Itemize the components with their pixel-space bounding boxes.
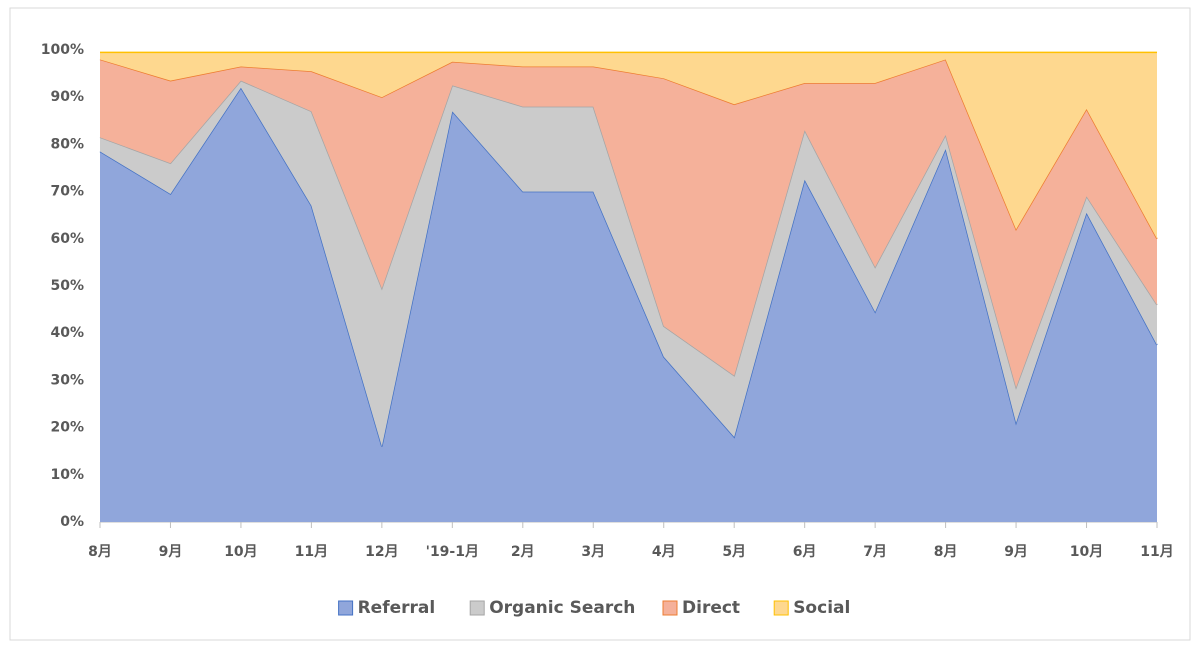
y-tick-label: 90% — [50, 89, 84, 105]
y-tick-label: 60% — [50, 231, 84, 247]
legend-label: Direct — [682, 598, 740, 618]
x-tick-label: 5月 — [722, 544, 746, 560]
legend-swatch — [773, 600, 789, 616]
area — [100, 59, 1157, 388]
x-tick-label: 9月 — [159, 544, 183, 560]
y-tick-label: 70% — [50, 184, 84, 200]
legend-swatch — [469, 600, 485, 616]
y-tick-label: 30% — [50, 372, 84, 388]
x-tick-label: 12月 — [365, 544, 398, 560]
legend-label: Referral — [358, 598, 436, 618]
x-tick-label: 10月 — [1070, 544, 1103, 560]
legend-swatch — [662, 600, 678, 616]
y-tick-label: 0% — [60, 514, 84, 530]
x-tick-label: '19-1月 — [426, 544, 479, 560]
x-tick-label: 11月 — [1140, 544, 1173, 560]
x-tick-label: 8月 — [934, 544, 958, 560]
legend-label: Organic Search — [489, 598, 635, 618]
x-tick-label: 2月 — [511, 544, 535, 560]
x-tick-label: 11月 — [295, 544, 328, 560]
x-tick-label: 6月 — [793, 544, 817, 560]
y-tick-label: 40% — [50, 325, 84, 341]
area — [100, 52, 1157, 239]
y-tick-label: 20% — [50, 420, 84, 436]
legend-label: Social — [793, 598, 850, 618]
x-tick-label: 10月 — [224, 544, 257, 560]
x-tick-label: 4月 — [652, 544, 676, 560]
x-tick-label: 7月 — [863, 544, 887, 560]
x-tick-label: 8月 — [88, 544, 112, 560]
y-tick-label: 100% — [41, 42, 84, 58]
y-tick-label: 50% — [50, 278, 84, 294]
y-tick-label: 10% — [50, 467, 84, 483]
area — [100, 80, 1157, 447]
x-tick-label: 3月 — [581, 544, 605, 560]
x-tick-label: 9月 — [1004, 544, 1028, 560]
area — [100, 87, 1157, 522]
y-tick-label: 80% — [50, 136, 84, 152]
legend-swatch — [338, 600, 354, 616]
